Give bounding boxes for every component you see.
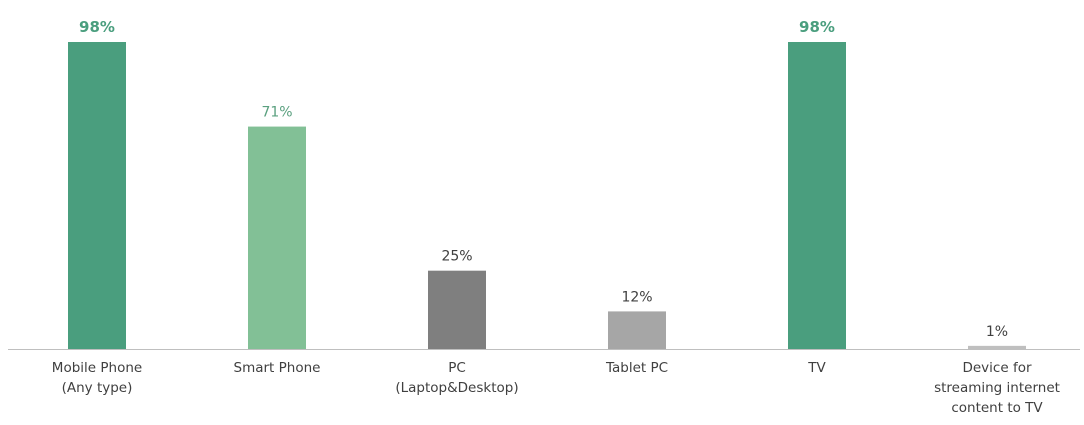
category-label-3: Tablet PC bbox=[605, 360, 668, 376]
data-label-1: 71% bbox=[261, 105, 292, 121]
data-label-0: 98% bbox=[79, 18, 115, 36]
data-label-4: 98% bbox=[799, 18, 835, 36]
bar-5 bbox=[968, 345, 1026, 349]
data-label-3: 12% bbox=[621, 289, 652, 305]
category-label-2: PC (Laptop&Desktop) bbox=[395, 360, 518, 396]
bar-1 bbox=[248, 126, 306, 349]
data-label-5: 1% bbox=[986, 324, 1008, 340]
bars-group bbox=[68, 42, 1026, 349]
category-labels-group: Mobile Phone (Any type) Smart Phone PC (Lapt… bbox=[52, 360, 1060, 416]
bar-3 bbox=[608, 311, 666, 349]
category-label-0: Mobile Phone (Any type) bbox=[52, 360, 142, 396]
data-labels-group: 98% 71% 25% 12% 98% 1% bbox=[79, 18, 1008, 340]
bar-0 bbox=[68, 42, 126, 349]
bar-4 bbox=[788, 42, 846, 349]
category-label-5: Device for streaming internet content to T… bbox=[934, 360, 1060, 416]
data-label-2: 25% bbox=[441, 249, 472, 265]
bar-2 bbox=[428, 270, 486, 349]
category-label-4: TV bbox=[807, 360, 826, 376]
category-label-1: Smart Phone bbox=[234, 360, 321, 376]
